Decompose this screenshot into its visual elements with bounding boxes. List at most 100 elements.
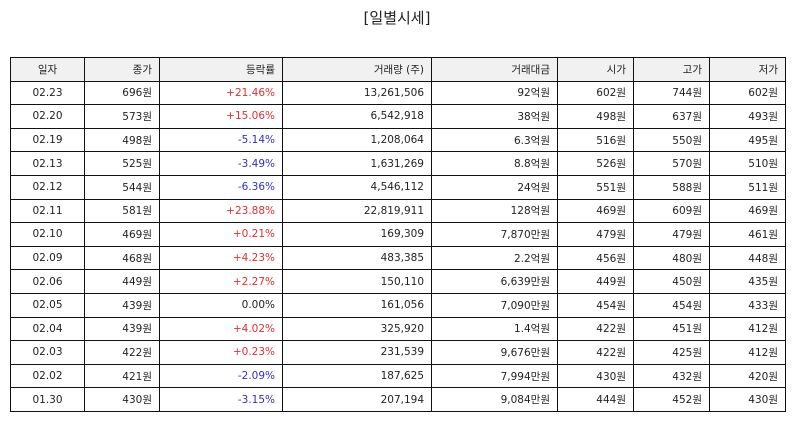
table-row: 02.12 544원 -6.36% 4,546,112 24억원 551원 588원 511원 xyxy=(10,174,786,200)
open-cell: 422원 xyxy=(557,340,634,365)
header-change: 등락률 xyxy=(159,57,283,82)
close-cell: 439원 xyxy=(84,316,160,342)
table-row: 02.13 525원 -3.49% 1,631,269 8.8억원 526원 570원 510… xyxy=(10,151,786,176)
change-cell: 0.00% xyxy=(159,292,283,318)
amount-cell: 7,870만원 xyxy=(431,222,558,247)
low-cell: 510원 xyxy=(709,151,786,176)
table-row: 02.23 696원 +21.46% 13,261,506 92억원 602원 744원 60… xyxy=(10,80,786,106)
high-cell: 454원 xyxy=(633,292,710,318)
date-cell: 02.19 xyxy=(10,127,85,153)
open-cell: 551원 xyxy=(557,174,634,200)
date-cell: 02.11 xyxy=(10,198,85,224)
change-cell: +0.23% xyxy=(159,340,283,365)
change-cell: +23.88% xyxy=(159,198,283,224)
table-row: 02.06 449원 +2.27% 150,110 6,639만원 449원 450원 435… xyxy=(10,269,786,294)
date-cell: 02.03 xyxy=(10,340,85,365)
table-row: 02.04 439원 +4.02% 325,920 1.4억원 422원 451원 412원 xyxy=(10,316,786,342)
volume-cell: 13,261,506 xyxy=(282,80,432,106)
change-cell: -3.49% xyxy=(159,151,283,176)
date-cell: 02.05 xyxy=(10,292,85,318)
close-cell: 581원 xyxy=(84,198,160,224)
change-cell: -6.36% xyxy=(159,174,283,200)
low-cell: 412원 xyxy=(709,340,786,365)
volume-cell: 1,631,269 xyxy=(282,151,432,176)
date-cell: 01.30 xyxy=(10,387,85,412)
open-cell: 526원 xyxy=(557,151,634,176)
amount-cell: 2.2억원 xyxy=(431,245,558,271)
open-cell: 498원 xyxy=(557,104,634,129)
close-cell: 439원 xyxy=(84,292,160,318)
table-row: 02.19 498원 -5.14% 1,208,064 6.3억원 516원 550원 495… xyxy=(10,127,786,153)
high-cell: 550원 xyxy=(633,127,710,153)
header-volume: 거래량 (주) xyxy=(282,57,432,82)
table-header-row: 일자 종가 등락률 거래량 (주) 거래대금 시가 고가 저가 xyxy=(10,57,786,82)
amount-cell: 92억원 xyxy=(431,80,558,106)
volume-cell: 4,546,112 xyxy=(282,174,432,200)
daily-price-table: 일자 종가 등락률 거래량 (주) 거래대금 시가 고가 저가 02.23 696… xyxy=(10,57,786,412)
close-cell: 422원 xyxy=(84,340,160,365)
low-cell: 511원 xyxy=(709,174,786,200)
close-cell: 449원 xyxy=(84,269,160,294)
high-cell: 588원 xyxy=(633,174,710,200)
amount-cell: 128억원 xyxy=(431,198,558,224)
high-cell: 432원 xyxy=(633,363,710,389)
header-amount: 거래대금 xyxy=(431,57,558,82)
volume-cell: 1,208,064 xyxy=(282,127,432,153)
volume-cell: 325,920 xyxy=(282,316,432,342)
table-row: 02.09 468원 +4.23% 483,385 2.2억원 456원 480원 448원 xyxy=(10,245,786,271)
open-cell: 422원 xyxy=(557,316,634,342)
change-cell: -3.15% xyxy=(159,387,283,412)
date-cell: 02.04 xyxy=(10,316,85,342)
change-cell: +4.02% xyxy=(159,316,283,342)
open-cell: 430원 xyxy=(557,363,634,389)
date-cell: 02.09 xyxy=(10,245,85,271)
header-high: 고가 xyxy=(633,57,710,82)
low-cell: 435원 xyxy=(709,269,786,294)
volume-cell: 207,194 xyxy=(282,387,432,412)
close-cell: 498원 xyxy=(84,127,160,153)
low-cell: 602원 xyxy=(709,80,786,106)
change-cell: +4.23% xyxy=(159,245,283,271)
close-cell: 468원 xyxy=(84,245,160,271)
amount-cell: 7,994만원 xyxy=(431,363,558,389)
table-row: 01.30 430원 -3.15% 207,194 9,084만원 444원 452원 430… xyxy=(10,387,786,412)
low-cell: 420원 xyxy=(709,363,786,389)
open-cell: 456원 xyxy=(557,245,634,271)
low-cell: 433원 xyxy=(709,292,786,318)
high-cell: 452원 xyxy=(633,387,710,412)
high-cell: 451원 xyxy=(633,316,710,342)
date-cell: 02.12 xyxy=(10,174,85,200)
low-cell: 469원 xyxy=(709,198,786,224)
date-cell: 02.10 xyxy=(10,222,85,247)
open-cell: 454원 xyxy=(557,292,634,318)
amount-cell: 7,090만원 xyxy=(431,292,558,318)
amount-cell: 6.3억원 xyxy=(431,127,558,153)
high-cell: 450원 xyxy=(633,269,710,294)
low-cell: 493원 xyxy=(709,104,786,129)
volume-cell: 161,056 xyxy=(282,292,432,318)
open-cell: 516원 xyxy=(557,127,634,153)
open-cell: 444원 xyxy=(557,387,634,412)
change-cell: +15.06% xyxy=(159,104,283,129)
volume-cell: 150,110 xyxy=(282,269,432,294)
volume-cell: 6,542,918 xyxy=(282,104,432,129)
amount-cell: 9,676만원 xyxy=(431,340,558,365)
amount-cell: 1.4억원 xyxy=(431,316,558,342)
open-cell: 602원 xyxy=(557,80,634,106)
header-close: 종가 xyxy=(84,57,160,82)
low-cell: 412원 xyxy=(709,316,786,342)
amount-cell: 24억원 xyxy=(431,174,558,200)
close-cell: 573원 xyxy=(84,104,160,129)
volume-cell: 187,625 xyxy=(282,363,432,389)
low-cell: 495원 xyxy=(709,127,786,153)
low-cell: 448원 xyxy=(709,245,786,271)
header-low: 저가 xyxy=(709,57,786,82)
date-cell: 02.06 xyxy=(10,269,85,294)
low-cell: 430원 xyxy=(709,387,786,412)
date-cell: 02.20 xyxy=(10,104,85,129)
high-cell: 425원 xyxy=(633,340,710,365)
amount-cell: 9,084만원 xyxy=(431,387,558,412)
close-cell: 469원 xyxy=(84,222,160,247)
close-cell: 696원 xyxy=(84,80,160,106)
high-cell: 570원 xyxy=(633,151,710,176)
